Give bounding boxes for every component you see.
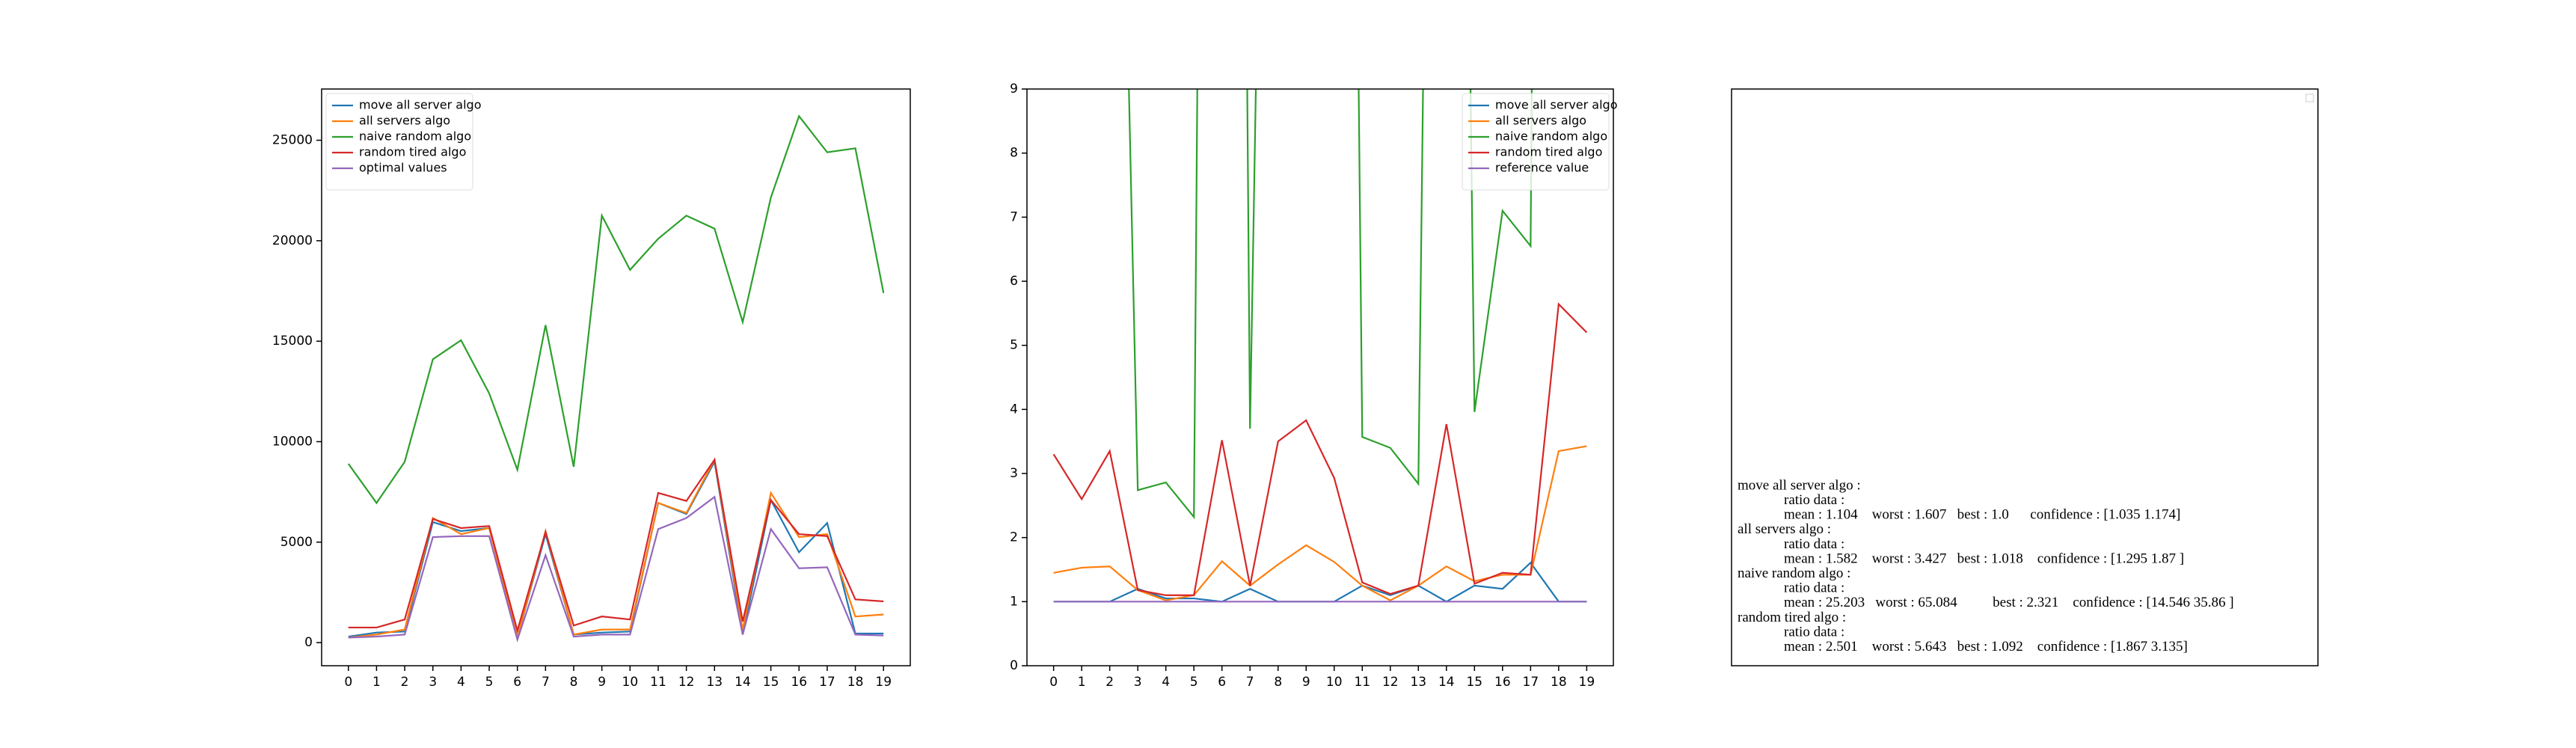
x-tick-label: 15 <box>763 675 779 690</box>
legend-box <box>325 93 473 191</box>
x-tick-label: 17 <box>819 675 835 690</box>
x-tick-label: 13 <box>1410 675 1426 690</box>
legend-label: random tired algo <box>1495 145 1602 159</box>
y-tick-label: 0 <box>1010 658 1018 673</box>
stats-sub: ratio data : <box>1784 624 1844 640</box>
y-tick-label: 10000 <box>272 434 313 449</box>
stats-sub: ratio data : <box>1784 536 1844 552</box>
y-tick-label: 7 <box>1010 209 1018 224</box>
legend-label: optimal values <box>359 161 447 175</box>
stats-sub: ratio data : <box>1784 580 1844 596</box>
y-tick-label: 9 <box>1010 82 1018 96</box>
y-tick-label: 0 <box>304 635 313 650</box>
x-tick-label: 16 <box>791 675 807 690</box>
x-tick-label: 17 <box>1523 675 1539 690</box>
stats-heading: random tired algo : <box>1738 610 1846 625</box>
stats-line: mean : 1.104 worst : 1.607 best : 1.0 co… <box>1784 507 2180 523</box>
data-line <box>348 457 884 634</box>
stats-line: mean : 2.501 worst : 5.643 best : 1.092 … <box>1784 639 2188 654</box>
x-tick-label: 6 <box>513 675 521 690</box>
x-tick-label: 5 <box>485 675 494 690</box>
y-tick-label: 25000 <box>272 133 313 148</box>
data-line <box>348 459 884 641</box>
y-tick-label: 8 <box>1010 146 1018 161</box>
legend-label: all servers algo <box>359 114 450 128</box>
x-tick-label: 7 <box>542 675 550 690</box>
legend-label: naive random algo <box>1495 129 1607 144</box>
axes-frame <box>321 88 911 666</box>
data-line <box>348 495 884 643</box>
legend-label: reference value <box>1495 161 1589 175</box>
x-tick-label: 3 <box>1134 675 1142 690</box>
x-tick-label: 0 <box>1049 675 1058 690</box>
x-tick-label: 19 <box>1579 675 1595 690</box>
x-tick-label: 1 <box>1078 675 1086 690</box>
y-tick-label: 4 <box>1010 402 1018 417</box>
x-tick-label: 8 <box>1274 675 1282 690</box>
x-tick-label: 2 <box>1105 675 1114 690</box>
legend-box <box>1462 93 1610 191</box>
stats-line: mean : 1.582 worst : 3.427 best : 1.018 … <box>1784 551 2184 566</box>
y-tick-label: 6 <box>1010 274 1018 289</box>
x-tick-label: 9 <box>598 675 606 690</box>
y-tick-label: 5 <box>1010 338 1018 353</box>
legend-label: move all server algo <box>359 98 481 112</box>
stats-sub: ratio data : <box>1784 492 1844 508</box>
x-tick-label: 2 <box>401 675 409 690</box>
x-tick-label: 5 <box>1190 675 1198 690</box>
x-tick-label: 14 <box>735 675 751 690</box>
x-tick-label: 11 <box>650 675 666 690</box>
x-tick-label: 10 <box>1326 675 1343 690</box>
x-tick-label: 19 <box>875 675 892 690</box>
legend-label: all servers algo <box>1495 114 1586 128</box>
x-tick-label: 12 <box>678 675 695 690</box>
stats-heading: naive random algo : <box>1738 565 1850 581</box>
y-tick-label: 3 <box>1010 466 1018 481</box>
stats-heading: move all server algo : <box>1738 477 1861 493</box>
x-tick-label: 4 <box>1162 675 1170 690</box>
x-tick-label: 0 <box>344 675 352 690</box>
stats-line: mean : 25.203 worst : 65.084 best : 2.32… <box>1784 595 2234 610</box>
x-tick-label: 18 <box>847 675 864 690</box>
x-tick-label: 18 <box>1551 675 1567 690</box>
data-line <box>1128 89 1533 520</box>
x-tick-label: 14 <box>1438 675 1455 690</box>
data-line <box>1053 445 1587 601</box>
y-tick-label: 20000 <box>272 233 313 248</box>
x-tick-label: 3 <box>429 675 437 690</box>
x-tick-label: 15 <box>1466 675 1482 690</box>
stats-heading: all servers algo : <box>1738 521 1831 537</box>
x-tick-label: 9 <box>1302 675 1310 690</box>
x-tick-label: 11 <box>1354 675 1370 690</box>
y-tick-label: 15000 <box>272 334 313 349</box>
data-line <box>1052 302 1588 596</box>
data-line <box>347 114 885 505</box>
legend-label: move all server algo <box>1495 98 1617 112</box>
y-tick-label: 2 <box>1010 530 1018 545</box>
x-tick-label: 10 <box>622 675 639 690</box>
empty-legend <box>2305 94 2314 102</box>
x-tick-label: 16 <box>1494 675 1511 690</box>
legend-label: naive random algo <box>359 129 471 144</box>
y-tick-label: 1 <box>1010 594 1018 609</box>
x-tick-label: 6 <box>1218 675 1226 690</box>
stats-frame <box>1731 88 2319 666</box>
x-tick-label: 1 <box>372 675 381 690</box>
x-tick-label: 13 <box>706 675 723 690</box>
axes-frame <box>1026 88 1614 666</box>
x-tick-label: 8 <box>570 675 578 690</box>
legend-label: random tired algo <box>359 145 466 159</box>
x-tick-label: 7 <box>1246 675 1254 690</box>
x-tick-label: 4 <box>457 675 465 690</box>
x-tick-label: 12 <box>1382 675 1399 690</box>
y-tick-label: 5000 <box>280 535 313 550</box>
